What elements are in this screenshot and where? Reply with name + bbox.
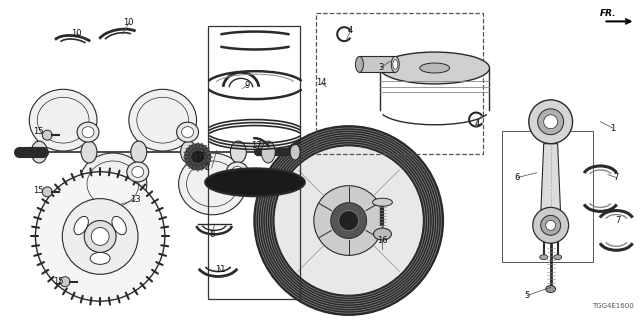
Ellipse shape [82, 127, 94, 138]
Text: 10: 10 [124, 19, 134, 28]
Ellipse shape [232, 166, 243, 177]
Text: 3: 3 [378, 63, 384, 72]
Text: 17: 17 [251, 141, 262, 150]
Text: 15: 15 [33, 127, 44, 136]
Ellipse shape [179, 153, 246, 215]
Ellipse shape [112, 216, 126, 235]
Text: 10: 10 [71, 29, 82, 38]
Ellipse shape [129, 89, 196, 151]
Ellipse shape [90, 252, 110, 264]
Bar [360, 56, 396, 72]
Circle shape [544, 115, 557, 129]
Circle shape [331, 203, 367, 238]
Text: 8: 8 [209, 230, 214, 239]
Circle shape [254, 126, 444, 315]
Ellipse shape [180, 141, 196, 163]
Ellipse shape [290, 144, 300, 160]
Circle shape [42, 130, 52, 140]
Circle shape [314, 186, 383, 255]
Text: 7: 7 [616, 216, 621, 225]
Circle shape [538, 109, 564, 135]
Ellipse shape [31, 141, 47, 163]
Ellipse shape [74, 216, 88, 235]
Text: 11: 11 [215, 265, 226, 275]
Text: 14: 14 [316, 78, 326, 87]
Ellipse shape [79, 153, 147, 215]
Text: 13: 13 [130, 195, 141, 204]
Ellipse shape [177, 122, 198, 142]
Ellipse shape [374, 228, 392, 240]
Ellipse shape [182, 127, 193, 138]
Ellipse shape [420, 63, 450, 73]
Circle shape [541, 215, 561, 235]
Ellipse shape [132, 166, 144, 177]
Text: 16: 16 [377, 236, 388, 245]
Ellipse shape [77, 122, 99, 142]
Circle shape [191, 150, 205, 164]
Text: 4: 4 [348, 27, 353, 36]
Ellipse shape [380, 52, 490, 84]
Text: FR.: FR. [600, 9, 616, 18]
Text: 12: 12 [196, 152, 206, 161]
Circle shape [35, 172, 165, 301]
Circle shape [532, 207, 568, 243]
Ellipse shape [546, 285, 556, 292]
Ellipse shape [391, 56, 399, 72]
Circle shape [185, 144, 211, 170]
Text: 6: 6 [515, 173, 520, 182]
Text: 5: 5 [524, 291, 530, 300]
Circle shape [274, 146, 423, 295]
Text: 9: 9 [244, 81, 250, 90]
Circle shape [546, 220, 556, 230]
Polygon shape [541, 144, 561, 214]
Ellipse shape [205, 168, 305, 196]
Ellipse shape [127, 162, 148, 182]
Ellipse shape [37, 91, 95, 143]
Ellipse shape [81, 141, 97, 163]
Ellipse shape [230, 141, 246, 163]
Circle shape [62, 199, 138, 274]
Ellipse shape [554, 255, 562, 260]
Circle shape [42, 187, 52, 197]
Ellipse shape [131, 141, 147, 163]
Ellipse shape [540, 255, 548, 260]
Text: 7: 7 [614, 173, 619, 182]
Ellipse shape [87, 155, 145, 207]
Text: 1: 1 [611, 124, 616, 132]
Ellipse shape [261, 141, 275, 163]
Circle shape [60, 277, 70, 287]
Ellipse shape [372, 198, 392, 206]
Circle shape [91, 228, 109, 245]
Ellipse shape [187, 155, 244, 207]
Circle shape [529, 100, 573, 144]
Ellipse shape [393, 60, 398, 69]
Ellipse shape [355, 56, 364, 72]
Ellipse shape [137, 91, 195, 143]
Ellipse shape [29, 89, 97, 151]
Text: 15: 15 [33, 186, 44, 195]
Text: 15: 15 [54, 277, 64, 286]
Text: 4: 4 [474, 119, 479, 128]
Circle shape [84, 220, 116, 252]
Circle shape [339, 211, 358, 230]
Ellipse shape [227, 162, 248, 182]
Text: TGG4E1600: TGG4E1600 [592, 303, 634, 309]
Text: 2: 2 [204, 164, 209, 172]
